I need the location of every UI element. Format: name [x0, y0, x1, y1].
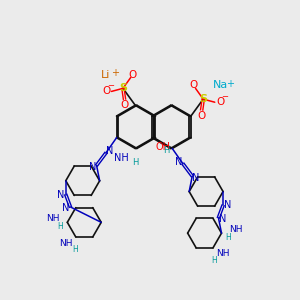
Text: H: H — [211, 256, 217, 265]
Text: O: O — [216, 97, 224, 107]
Text: N: N — [192, 173, 200, 183]
Text: N: N — [106, 146, 113, 157]
Text: Li: Li — [101, 70, 111, 80]
Text: NH: NH — [46, 214, 60, 223]
Text: H: H — [226, 233, 231, 242]
Text: H: H — [132, 158, 139, 167]
Text: N: N — [58, 190, 65, 200]
Text: NH: NH — [114, 153, 129, 163]
Text: O: O — [102, 86, 110, 96]
Text: −: − — [107, 82, 114, 91]
Text: S: S — [119, 83, 127, 93]
Text: N: N — [89, 162, 96, 172]
Text: +: + — [226, 79, 234, 89]
Text: N: N — [176, 157, 183, 167]
Text: N: N — [62, 203, 70, 214]
Text: +: + — [111, 68, 119, 78]
Text: S: S — [199, 94, 207, 104]
Text: H: H — [163, 146, 169, 155]
Text: O: O — [198, 111, 206, 121]
Text: NH: NH — [59, 239, 73, 248]
Text: N: N — [224, 200, 231, 210]
Text: OH: OH — [155, 142, 170, 152]
Text: O: O — [120, 100, 129, 110]
Text: O: O — [189, 80, 197, 90]
Text: −: − — [221, 92, 228, 101]
Text: H: H — [58, 223, 63, 232]
Text: Na: Na — [212, 80, 228, 90]
Text: NH: NH — [216, 250, 230, 259]
Text: O: O — [129, 70, 137, 80]
Text: NH: NH — [229, 225, 243, 234]
Text: N: N — [219, 214, 227, 224]
Text: H: H — [72, 245, 78, 254]
